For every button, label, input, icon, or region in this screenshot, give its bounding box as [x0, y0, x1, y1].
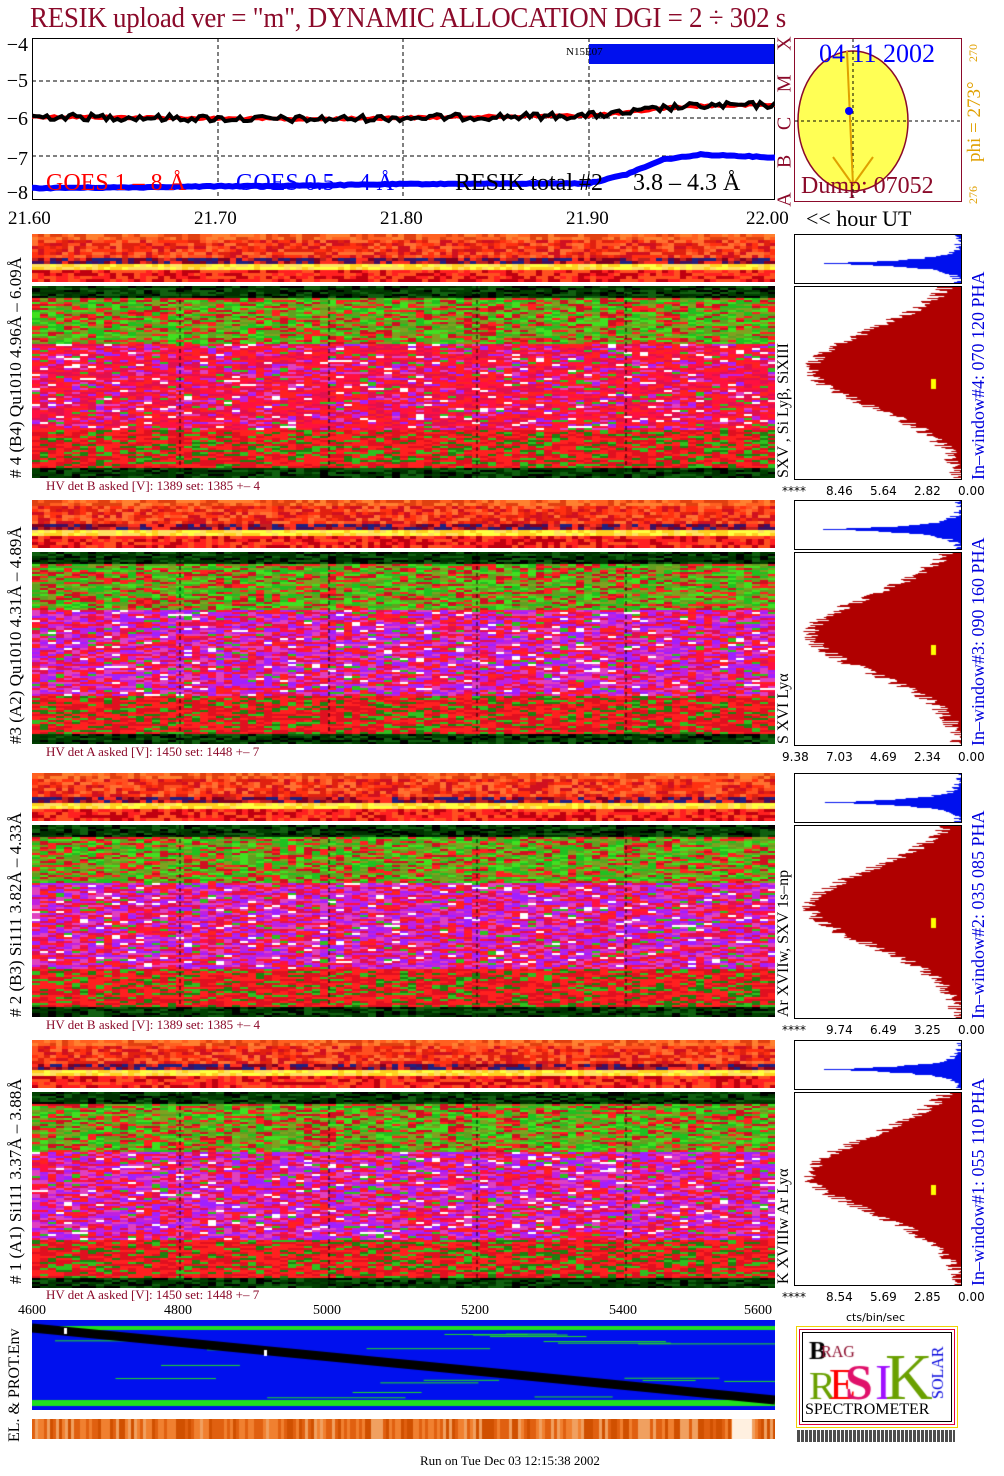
- hist-tick: 9.74: [826, 1023, 853, 1037]
- hist-tick: 2.85: [914, 1290, 941, 1304]
- hv-status: HV det B asked [V]: 1389 set: 1385 +– 4: [46, 1017, 260, 1032]
- hist-tick: 0.00: [958, 1023, 985, 1037]
- spectrum-histogram: [794, 1092, 962, 1286]
- line-ids: S XVI Lyα: [775, 673, 792, 744]
- env-label: EL. & PROT.Env: [6, 1328, 23, 1442]
- resik-logo: SPECTROMETER: [796, 1326, 958, 1428]
- legend-resik: RESIK total #2: [455, 170, 603, 196]
- pha-histogram: [794, 773, 962, 823]
- hist-tick: 0.00: [958, 484, 985, 498]
- window-label: In–window#1: 055 110 PHA: [968, 1078, 988, 1286]
- x-unit: << hour UT: [806, 206, 912, 231]
- hv-status: HV det B asked [V]: 1389 set: 1385 +– 4: [46, 478, 260, 493]
- hv-status: HV det A asked [V]: 1450 set: 1448 +– 7: [46, 1287, 260, 1302]
- window-label: In–window#3: 090 160 PHA: [968, 537, 988, 746]
- xtick: 21.80: [380, 208, 423, 229]
- resik-total-line: [32, 99, 775, 125]
- ytick: −4: [6, 34, 28, 56]
- hist-tick: 9.38: [782, 750, 809, 764]
- xtick: 21.70: [194, 208, 237, 229]
- hist-tick: 5.69: [870, 1290, 897, 1304]
- hist-tick: ****: [782, 484, 806, 498]
- hist-tick: 6.49: [870, 1023, 897, 1037]
- xtick: 21.60: [8, 208, 51, 229]
- channel-tick: 5600: [744, 1303, 772, 1318]
- hist-tick: 2.82: [914, 484, 941, 498]
- sun-disk-icon: [795, 39, 961, 201]
- panel-label: # 1 (A1) Si111 3.37Å – 3.88Å: [6, 1078, 25, 1284]
- hist-tick: 0.00: [958, 1290, 985, 1304]
- region-label: N15E07: [566, 46, 603, 58]
- region-bar: [589, 44, 774, 64]
- logo-letters-icon: [803, 1333, 951, 1403]
- xtick: 21.90: [566, 208, 609, 229]
- line-ids: SXV , Si Lyβ, SiXIII: [775, 343, 792, 478]
- environment-strip: [32, 1419, 775, 1439]
- phi-bottom: 276: [966, 186, 980, 204]
- hist-tick: 0.00: [958, 750, 985, 764]
- light-curve-plot: [32, 38, 775, 200]
- spectrogram-strip: [32, 234, 775, 282]
- spectrum-histogram: [794, 552, 962, 746]
- channel-tick: 4600: [18, 1303, 46, 1318]
- sun-panel: 04 11 2002 Dump: 07052: [794, 38, 962, 202]
- pha-histogram: [794, 500, 962, 550]
- line-ids: Ar XVIIw, SXV 1s–np: [775, 869, 792, 1017]
- hist-tick: 3.25: [914, 1023, 941, 1037]
- hist-tick: 2.34: [914, 750, 941, 764]
- phi-top: 270: [966, 44, 980, 62]
- spectrogram: [32, 286, 775, 478]
- hist-tick: ****: [782, 1023, 806, 1037]
- hist-unit: cts/bin/sec: [846, 1311, 906, 1324]
- sun-date: 04 11 2002: [819, 39, 936, 68]
- page-title: RESIK upload ver = "m", DYNAMIC ALLOCATI…: [30, 2, 786, 34]
- ytick: −8: [6, 182, 28, 204]
- panel-label: # 4 (B4) Qu1010 4.96Å – 6.09Å: [6, 257, 25, 478]
- channel-tick: 5400: [609, 1303, 637, 1318]
- channel-tick: 5000: [313, 1303, 341, 1318]
- spectrogram: [32, 1092, 775, 1288]
- spectrum-histogram: [794, 286, 962, 480]
- ytick: −6: [6, 108, 28, 130]
- window-label: In–window#4: 070 120 PHA: [968, 271, 988, 480]
- goes-short-line: [32, 151, 775, 192]
- channel-tick: 5200: [461, 1303, 489, 1318]
- legend-band: 3.8 – 4.3 Å: [633, 170, 741, 196]
- ytick: −7: [6, 148, 28, 170]
- line-ids: K XVIIIw Ar Lyα: [775, 1168, 792, 1284]
- ytick: −5: [6, 70, 28, 92]
- logo-text: SPECTROMETER: [805, 1401, 930, 1418]
- footer-run-time: Run on Tue Dec 03 12:15:38 2002: [420, 1453, 600, 1468]
- channel-tick: 4800: [164, 1303, 192, 1318]
- environment-plot: [32, 1320, 775, 1410]
- window-label: In–window#2: 035 085 PHA: [968, 810, 988, 1019]
- pha-histogram: [794, 1040, 962, 1090]
- hist-tick: 8.46: [826, 484, 853, 498]
- spectrogram-strip: [32, 773, 775, 821]
- pha-histogram: [794, 234, 962, 284]
- hist-tick: 8.54: [826, 1290, 853, 1304]
- panel-label: # 2 (B3) Si111 3.82Å – 4.33Å: [6, 812, 25, 1017]
- spectrum-histogram: [794, 825, 962, 1019]
- hist-tick: 4.69: [870, 750, 897, 764]
- legend-goes-long: GOES 1 – 8 Å: [46, 170, 187, 196]
- spectrogram-strip: [32, 1040, 775, 1088]
- hv-status: HV det A asked [V]: 1450 set: 1448 +– 7: [46, 744, 260, 759]
- spectrogram: [32, 825, 775, 1017]
- logo-fineprint: [797, 1430, 955, 1442]
- legend-goes-short: GOES 0.5 – 4 Å: [236, 170, 395, 196]
- hist-tick: 5.64: [870, 484, 897, 498]
- spectrogram: [32, 552, 775, 744]
- hist-tick: ****: [782, 1290, 806, 1304]
- hist-tick: 7.03: [826, 750, 853, 764]
- dump-number: Dump: 07052: [801, 173, 934, 199]
- xtick: 22.00: [746, 208, 789, 229]
- spectrogram-strip: [32, 500, 775, 548]
- panel-label: #3 (A2) Qu1010 4.31Å – 4.89Å: [6, 526, 25, 744]
- phi-angle: phi = 273°: [964, 81, 985, 162]
